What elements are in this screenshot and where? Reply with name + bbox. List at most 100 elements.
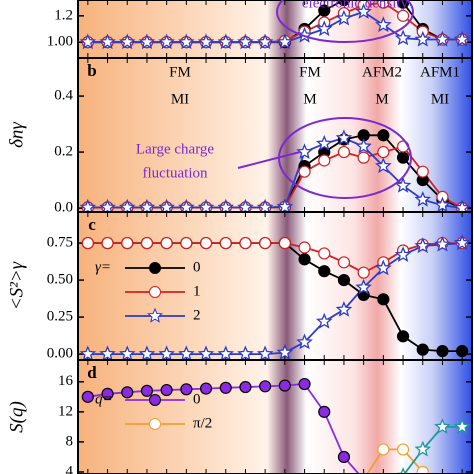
series-group — [79, 129, 471, 212]
point — [337, 0, 351, 7]
point — [217, 345, 234, 360]
point — [121, 236, 134, 250]
point — [337, 145, 351, 159]
point — [414, 191, 431, 207]
point — [396, 9, 410, 22]
point — [414, 30, 432, 47]
point — [318, 154, 331, 167]
y-tick-label: 1.00 — [47, 34, 73, 50]
point — [315, 312, 333, 329]
point — [119, 33, 136, 50]
point — [377, 0, 390, 9]
y-tick-label: 16 — [58, 373, 74, 389]
y-tick-label: 12 — [58, 403, 73, 419]
annotation: M — [303, 91, 316, 107]
legend-label: 0 — [193, 259, 201, 275]
point — [138, 345, 156, 360]
point — [337, 450, 351, 464]
point — [414, 237, 432, 254]
point — [456, 345, 469, 358]
point — [217, 198, 235, 212]
y-tick-label: 0.0 — [54, 200, 73, 216]
y-axis-label: <S²>γ — [6, 261, 27, 310]
annotation: electronic density — [302, 0, 409, 11]
plot-background — [78, 360, 472, 474]
point — [81, 390, 94, 403]
point — [239, 380, 252, 394]
point — [394, 29, 412, 46]
y-tick-label: 0.2 — [54, 144, 73, 160]
point — [197, 33, 215, 50]
series-group — [79, 234, 471, 360]
panel-label: c — [88, 215, 96, 234]
point — [335, 9, 353, 26]
point — [197, 198, 215, 212]
point — [394, 246, 412, 262]
point — [396, 151, 410, 164]
point — [396, 0, 410, 9]
point — [99, 33, 116, 50]
legend-marker — [149, 418, 161, 430]
y-tick-label: 8 — [66, 433, 74, 449]
point — [276, 33, 294, 50]
point — [318, 4, 331, 17]
point — [160, 383, 173, 397]
point — [158, 33, 175, 50]
annotation: FM — [299, 64, 321, 80]
plot-frame — [77, 359, 473, 474]
point — [434, 235, 451, 252]
y-tick-label: 0.50 — [47, 272, 73, 288]
point — [259, 380, 272, 393]
point — [434, 196, 451, 212]
point — [394, 177, 412, 193]
point — [416, 343, 429, 356]
annotation: Large charge — [136, 141, 214, 157]
point — [416, 465, 429, 474]
point — [99, 345, 116, 360]
point — [239, 236, 252, 250]
annotation: fluctuation — [143, 165, 208, 181]
point — [355, 137, 372, 154]
point — [318, 247, 331, 260]
point — [335, 301, 353, 317]
point — [138, 33, 156, 50]
point — [453, 30, 471, 47]
point — [180, 383, 193, 396]
point — [138, 198, 156, 212]
series-line — [366, 448, 424, 474]
point — [377, 129, 390, 142]
point — [180, 236, 193, 250]
y-axis-label: S(q) — [6, 401, 27, 433]
point — [396, 443, 410, 456]
legend-marker — [149, 394, 161, 406]
point — [315, 20, 333, 37]
point — [355, 278, 372, 295]
point — [276, 343, 294, 360]
point — [81, 236, 94, 250]
y-tick-label: 0.00 — [47, 346, 73, 362]
point — [414, 440, 432, 457]
point — [237, 345, 254, 360]
point — [318, 405, 331, 418]
series-line — [403, 426, 463, 474]
plot-background — [78, 58, 472, 212]
point — [375, 157, 392, 174]
legend-title: γ= — [95, 259, 111, 275]
point — [434, 418, 451, 434]
y-tick-label: 1.2 — [54, 7, 73, 23]
y-tick-label: 0.25 — [47, 309, 73, 325]
y-tick-label: 0.4 — [54, 88, 73, 104]
point — [99, 198, 116, 212]
point — [377, 443, 390, 456]
point — [296, 333, 313, 350]
point — [118, 198, 136, 212]
legend-marker — [149, 286, 161, 298]
point — [337, 273, 351, 287]
point — [316, 135, 333, 151]
point — [453, 234, 471, 251]
point — [453, 418, 471, 434]
point — [256, 198, 274, 212]
point — [158, 198, 175, 212]
highlight-ellipse — [278, 117, 412, 199]
